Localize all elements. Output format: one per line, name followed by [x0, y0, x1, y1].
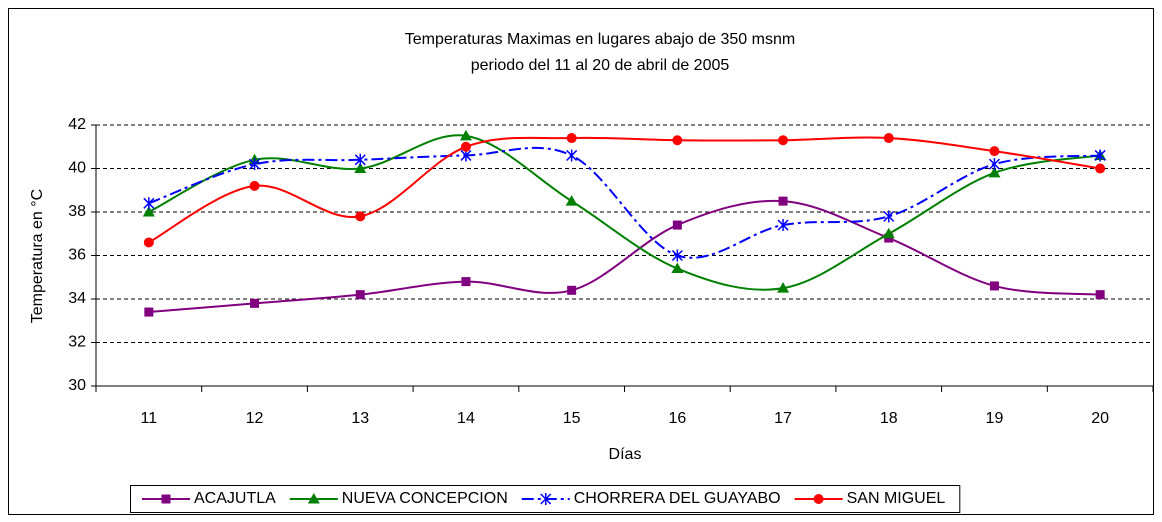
- marker: [249, 180, 260, 191]
- series-line: [148, 199, 1101, 314]
- marker: [988, 166, 1001, 178]
- marker: [540, 493, 552, 505]
- x-tick-label: 12: [246, 410, 264, 427]
- marker: [461, 277, 471, 287]
- marker: [671, 249, 683, 262]
- marker: [354, 153, 366, 166]
- series-line: [148, 136, 1101, 244]
- x-tick-label: 13: [351, 410, 369, 427]
- marker: [671, 262, 684, 274]
- y-tick-label: 32: [68, 334, 86, 351]
- legend-label: SAN MIGUEL: [847, 490, 946, 507]
- x-tick-label: 19: [986, 410, 1004, 427]
- y-tick-label: 36: [68, 247, 86, 264]
- marker: [567, 285, 577, 295]
- marker: [777, 219, 789, 232]
- marker: [460, 141, 471, 152]
- x-tick-label: 16: [668, 410, 686, 427]
- x-axis-label: Días: [609, 446, 642, 463]
- chart-frame: [8, 8, 1154, 515]
- legend-label: NUEVA CONCEPCION: [342, 490, 508, 507]
- legend: ACAJUTLA NUEVA CONCEPCION CHORRERA DEL GUA…: [130, 485, 961, 513]
- marker: [161, 494, 171, 504]
- marker: [307, 493, 320, 504]
- marker: [777, 282, 790, 293]
- marker: [883, 133, 894, 144]
- y-tick-label: 38: [68, 203, 86, 220]
- marker: [250, 298, 260, 308]
- marker: [1094, 149, 1106, 162]
- marker: [566, 133, 577, 144]
- x-tick-label: 11: [141, 410, 158, 427]
- y-tick-label: 40: [68, 160, 86, 177]
- marker: [143, 197, 155, 210]
- marker: [355, 211, 366, 222]
- marker: [989, 281, 999, 291]
- chart-title: Temperaturas Maximas en lugares abajo de…: [405, 31, 795, 48]
- marker: [882, 227, 895, 239]
- marker: [144, 307, 154, 317]
- marker: [778, 196, 788, 206]
- marker: [142, 206, 155, 217]
- series-line: [148, 146, 1101, 259]
- marker: [143, 237, 154, 248]
- marker: [1095, 163, 1106, 174]
- y-tick-label: 42: [68, 116, 86, 133]
- x-tick-label: 17: [774, 410, 792, 427]
- series-line: [148, 134, 1101, 291]
- y-tick-label: 30: [68, 377, 86, 394]
- marker: [249, 158, 261, 171]
- marker: [566, 149, 578, 162]
- legend-label: ACAJUTLA: [194, 490, 276, 507]
- marker: [672, 220, 682, 230]
- marker: [989, 146, 1000, 157]
- marker: [459, 129, 472, 141]
- marker: [1095, 290, 1105, 300]
- marker: [778, 135, 789, 146]
- marker: [355, 290, 365, 300]
- marker: [354, 162, 367, 173]
- marker: [813, 494, 824, 504]
- marker: [565, 195, 578, 206]
- chart-subtitle: periodo del 11 al 20 de abril de 2005: [471, 57, 730, 74]
- x-tick-label: 14: [457, 410, 475, 427]
- marker: [883, 210, 895, 223]
- legend-label: CHORRERA DEL GUAYABO: [574, 490, 781, 507]
- x-tick-label: 18: [880, 410, 898, 427]
- marker: [988, 158, 1000, 171]
- y-tick-label: 34: [68, 290, 86, 307]
- marker: [672, 135, 683, 146]
- y-axis-label: Temperatura en °C: [29, 189, 46, 323]
- x-tick-label: 20: [1091, 410, 1109, 427]
- x-tick-label: 15: [563, 410, 581, 427]
